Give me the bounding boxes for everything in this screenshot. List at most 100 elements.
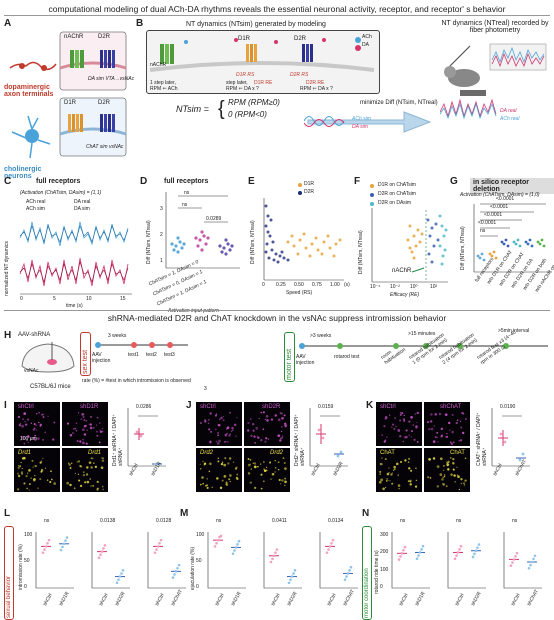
micrograph-speckle <box>379 463 382 466</box>
h-rate-den: 3 <box>204 386 207 392</box>
micrograph-speckle <box>381 457 383 459</box>
nachr-icon-b <box>160 44 174 64</box>
micrograph-speckle <box>40 469 44 472</box>
data-point <box>458 548 461 551</box>
data-point <box>455 554 458 557</box>
micrograph-speckle <box>78 479 81 482</box>
micrograph-speckle <box>23 412 26 414</box>
micrograph-speckle <box>53 421 56 424</box>
micrograph-speckle <box>228 434 231 437</box>
micrograph-speckle <box>391 472 394 474</box>
data-point <box>44 545 48 548</box>
micrograph-speckle <box>247 421 250 425</box>
micrograph-speckle <box>228 457 232 460</box>
k-img-shctrl <box>376 402 422 446</box>
micrograph-speckle <box>228 478 231 481</box>
micrograph-speckle <box>26 435 30 438</box>
h-aav-2: AAV injection <box>296 354 315 366</box>
micrograph-speckle <box>452 461 455 465</box>
micrograph-speckle <box>393 465 396 469</box>
micrograph-speckle <box>53 482 57 485</box>
micrograph-speckle <box>28 483 31 486</box>
micrograph-speckle <box>262 428 265 431</box>
data-point <box>47 538 51 542</box>
data-point <box>514 554 517 558</box>
micrograph-speckle <box>32 466 34 468</box>
micrograph-speckle <box>68 463 71 467</box>
micrograph-speckle <box>217 460 220 463</box>
g-p3: <0.0001 <box>484 212 503 218</box>
axis <box>91 532 130 589</box>
micrograph-speckle <box>260 473 263 476</box>
micrograph-speckle <box>18 424 21 427</box>
micrograph-speckle <box>381 434 383 436</box>
micrograph-speckle <box>247 458 250 460</box>
micrograph-speckle <box>231 426 234 430</box>
micrograph-speckle <box>274 466 277 469</box>
h-weeks2: >3 weeks <box>310 333 332 339</box>
micrograph-speckle <box>426 420 430 424</box>
micrograph-speckle <box>460 482 463 485</box>
micrograph-speckle <box>443 475 446 478</box>
micrograph-speckle <box>388 467 390 469</box>
b-rs-d1: D1R RS <box>236 72 255 78</box>
micrograph-speckle <box>416 440 419 443</box>
data-point <box>65 536 69 539</box>
micrograph-speckle <box>98 441 101 444</box>
axis <box>391 532 430 589</box>
micrograph-speckle <box>82 416 85 418</box>
i-p: 0.0286 <box>136 404 152 410</box>
data-point <box>471 555 475 559</box>
panel-a-schematic <box>9 31 127 159</box>
micrograph-speckle <box>31 459 34 462</box>
h-sex-timeline <box>95 342 188 348</box>
micrograph-speckle <box>202 482 205 485</box>
i-lbl-drd1-a: Drd1 <box>18 450 32 456</box>
data-point <box>421 544 425 548</box>
micrograph-speckle <box>102 485 104 488</box>
panel-label-f: F <box>354 176 361 187</box>
micrograph-speckle <box>219 486 223 490</box>
micrograph-speckle <box>68 462 70 464</box>
micrograph-speckle <box>25 475 28 478</box>
micrograph-speckle <box>82 473 86 477</box>
h-rate: rate (%) = #test in which intromission i… <box>82 378 191 384</box>
i-img-shctrl <box>14 402 60 446</box>
micrograph-speckle <box>257 465 259 468</box>
e-xtick-100: 1.00 <box>330 282 340 288</box>
data-point <box>512 558 516 561</box>
c-xtick-15: 15 <box>120 296 126 302</box>
micrograph-speckle <box>281 435 284 437</box>
micrograph-speckle <box>463 484 466 486</box>
b-rs-d2: D2R RS <box>290 72 309 78</box>
data-point <box>477 543 481 546</box>
micrograph-speckle <box>414 413 416 415</box>
micrograph-speckle <box>236 416 238 419</box>
data-point <box>155 548 158 551</box>
micrograph-speckle <box>253 486 257 490</box>
micrograph-speckle <box>436 431 439 434</box>
micrograph-speckle <box>280 425 283 428</box>
micrograph-speckle <box>69 466 72 469</box>
micrograph-speckle <box>415 479 418 482</box>
micrograph-speckle <box>462 412 465 415</box>
micrograph-speckle <box>99 430 103 434</box>
micrograph-speckle <box>46 479 49 481</box>
micrograph-speckle <box>436 485 440 488</box>
h-test3: test3 <box>164 352 175 358</box>
micrograph-speckle <box>281 479 284 482</box>
micrograph-speckle <box>399 460 403 464</box>
legend-ach: ACh <box>362 34 372 40</box>
micrograph-speckle <box>21 436 25 439</box>
micrograph-speckle <box>378 480 382 484</box>
panel-label-d: D <box>140 176 148 187</box>
micrograph-speckle <box>207 422 210 424</box>
e-xtick-050: 0.50 <box>294 282 304 288</box>
micrograph-speckle <box>236 466 238 468</box>
label-nachr: nAChR <box>64 34 84 40</box>
axis <box>147 532 186 589</box>
micrograph-speckle <box>66 481 70 485</box>
d2r-icon-b <box>302 44 313 62</box>
data-point <box>418 551 422 554</box>
micrograph-speckle <box>74 427 77 430</box>
